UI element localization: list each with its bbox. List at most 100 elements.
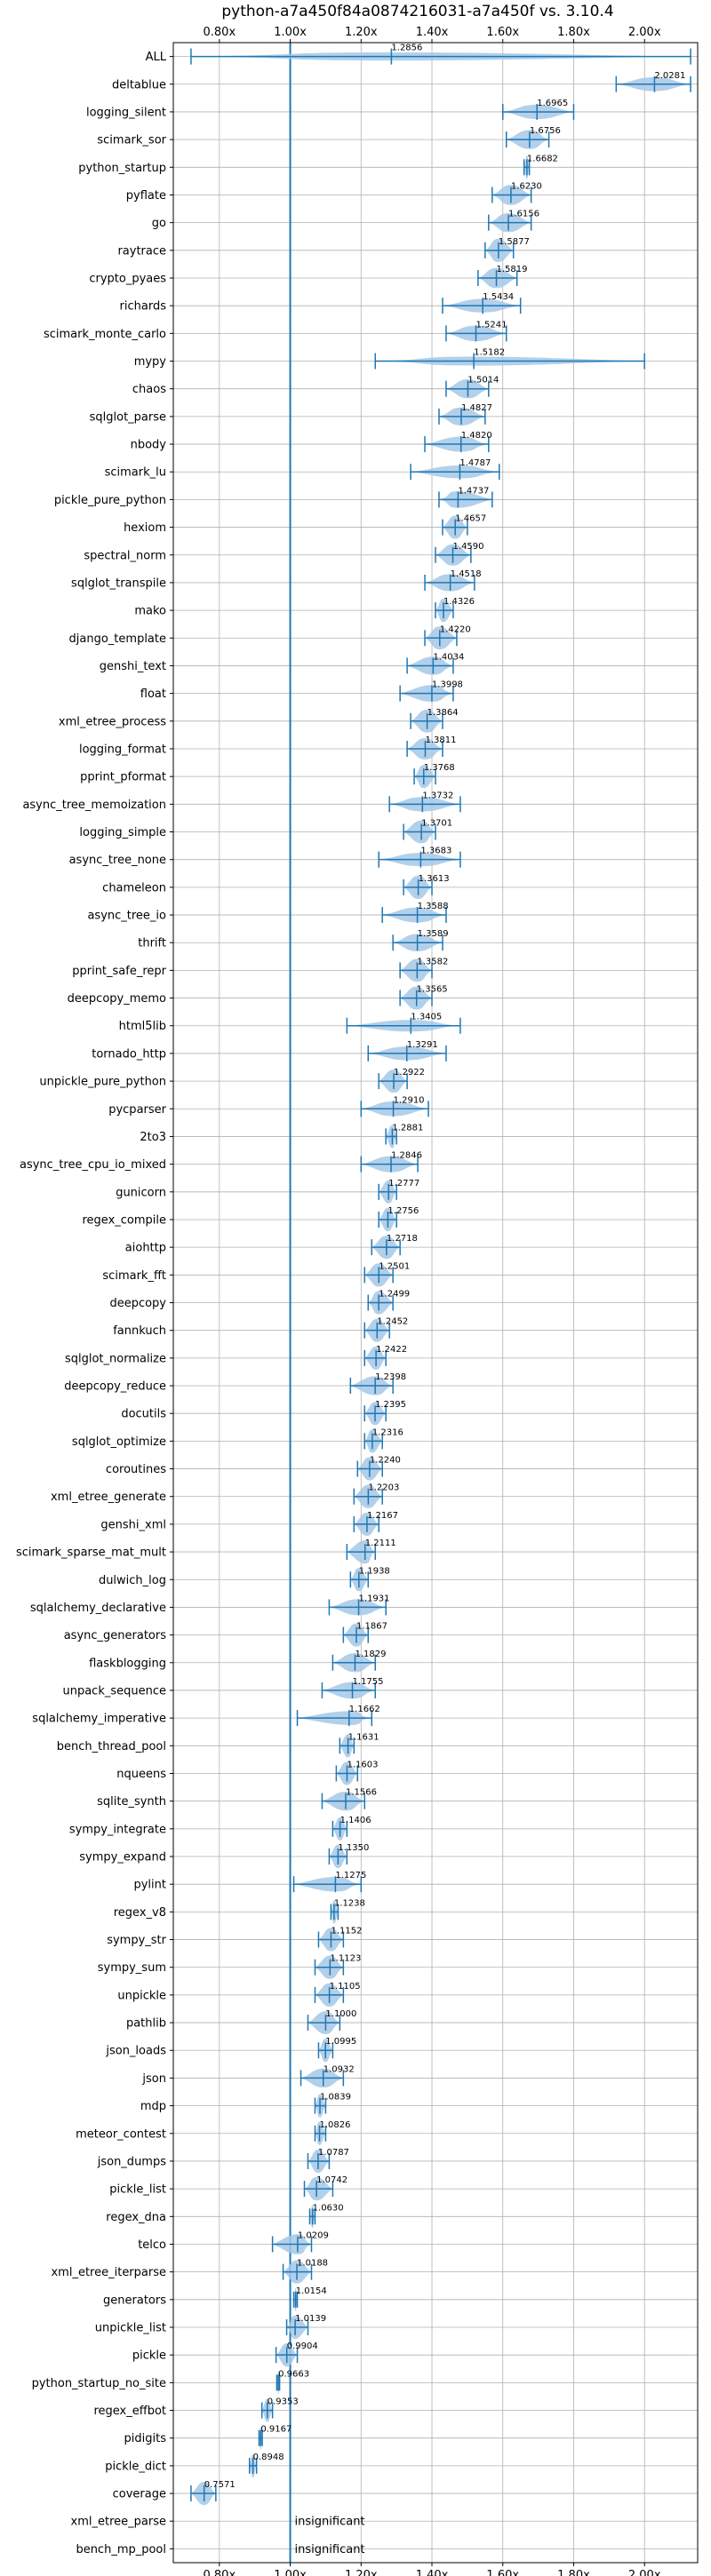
value-label: 1.1000 — [325, 2009, 356, 2019]
value-label: 1.1152 — [331, 1927, 362, 1936]
benchmark-label: xml_etree_process — [59, 715, 166, 728]
value-label: 1.2167 — [367, 1511, 398, 1521]
value-label: 1.4326 — [443, 597, 475, 607]
benchmark-label: crypto_pyaes — [89, 272, 166, 285]
value-label: 1.2499 — [379, 1290, 410, 1300]
value-label: 1.5241 — [475, 320, 507, 330]
x-tick-label-top: 1.20x — [345, 26, 378, 39]
benchmark-label: json_loads — [105, 2045, 166, 2058]
benchmark-label: ALL — [146, 51, 167, 64]
value-label: 1.3582 — [417, 957, 448, 966]
benchmark-label: unpickle — [117, 1989, 166, 2002]
value-label: 1.1238 — [334, 1898, 365, 1908]
x-tick-label-bottom: 1.60x — [486, 2569, 519, 2576]
value-label: 1.0742 — [316, 2175, 348, 2185]
value-label: 1.2452 — [377, 1317, 408, 1327]
benchmark-label: chameleon — [102, 881, 166, 894]
benchmark-label: sympy_sum — [98, 1961, 166, 1975]
benchmark-label: pidigits — [124, 2432, 167, 2445]
x-tick-label-bottom: 2.00x — [628, 2569, 661, 2576]
value-label: 1.5819 — [497, 265, 528, 274]
value-label: 1.0995 — [325, 2037, 356, 2047]
benchmark-label: python_startup — [78, 162, 166, 175]
benchmark-label: sqlglot_transpile — [71, 576, 166, 590]
value-label: 1.2316 — [372, 1427, 403, 1437]
benchmark-label: fannkuch — [113, 1324, 166, 1338]
value-label: 0.9904 — [287, 2341, 318, 2351]
value-label: 1.3864 — [427, 708, 459, 718]
grid-layer — [173, 43, 698, 2563]
benchmark-label: pathlib — [126, 2017, 166, 2031]
benchmark-label: pylint — [133, 1879, 166, 1892]
value-label: 1.1755 — [353, 1677, 384, 1687]
value-label: 1.4827 — [461, 403, 492, 413]
value-label: 1.1275 — [335, 1871, 366, 1880]
benchmark-label: bench_thread_pool — [57, 1740, 166, 1753]
benchmark-label: scimark_lu — [105, 466, 166, 480]
value-label: 1.4657 — [455, 514, 486, 524]
x-tick-label-top: 1.80x — [557, 26, 590, 39]
benchmark-label: pickle_list — [109, 2183, 166, 2197]
value-label: 1.4034 — [433, 652, 464, 662]
benchmark-label: scimark_fft — [102, 1269, 166, 1283]
benchmark-label: go — [152, 217, 166, 230]
value-label: 1.6682 — [527, 154, 558, 163]
value-label: 1.0932 — [324, 2064, 355, 2074]
value-label: 1.3613 — [419, 874, 450, 884]
value-label: 1.3998 — [432, 680, 463, 690]
value-label: 1.6965 — [537, 99, 568, 108]
value-label: 1.1603 — [347, 1760, 378, 1769]
value-label: 1.2718 — [387, 1234, 418, 1244]
value-label: 1.2422 — [376, 1345, 407, 1355]
benchmark-label: xml_etree_parse — [71, 2516, 166, 2529]
benchmark-label: hexiom — [124, 521, 166, 535]
value-label: 1.5434 — [483, 292, 514, 302]
benchmark-label: tornado_http — [92, 1047, 166, 1061]
value-label: 1.0839 — [320, 2093, 351, 2103]
benchmark-label: gunicorn — [116, 1186, 166, 1199]
value-label: 1.3589 — [418, 929, 449, 939]
value-label: 1.1406 — [340, 1816, 371, 1825]
benchmark-label: pprint_pformat — [80, 771, 166, 784]
benchmark-label: logging_format — [79, 743, 166, 756]
value-label: 1.1123 — [330, 1954, 361, 1964]
benchmark-label: deepcopy — [109, 1297, 166, 1310]
plot-frame — [172, 42, 699, 2564]
benchmark-label: sqlalchemy_declarative — [30, 1602, 166, 1615]
benchmark-label: logging_simple — [79, 826, 166, 839]
benchmark-label: pprint_safe_repr — [72, 965, 166, 978]
value-label: 1.0787 — [318, 2148, 349, 2158]
value-label: 1.2856 — [391, 44, 422, 53]
value-label: 1.0154 — [296, 2286, 327, 2296]
value-label: 1.5877 — [499, 237, 530, 247]
value-label: 1.4220 — [440, 624, 471, 634]
value-label: 0.9663 — [278, 2369, 309, 2379]
benchmark-label: deepcopy_reduce — [64, 1380, 166, 1394]
insignificant-label: insignificant — [295, 2516, 365, 2529]
benchmark-label: json — [141, 2072, 166, 2086]
value-label: 1.2240 — [370, 1456, 401, 1466]
benchmark-label: django_template — [69, 632, 166, 646]
benchmark-label: coroutines — [106, 1463, 166, 1476]
benchmark-label: async_tree_memoization — [22, 799, 166, 812]
benchmark-label: meteor_contest — [76, 2127, 166, 2141]
benchmark-label: spectral_norm — [84, 549, 166, 562]
benchmark-label: flaskblogging — [89, 1657, 166, 1670]
value-label: 1.6230 — [511, 181, 542, 191]
value-label: 1.2203 — [368, 1483, 399, 1493]
value-label: 1.0188 — [297, 2259, 328, 2269]
value-label: 1.1105 — [330, 1982, 361, 1992]
value-label: 2.0281 — [654, 71, 685, 81]
benchmark-label: nqueens — [116, 1768, 166, 1781]
benchmark-label: regex_effbot — [93, 2405, 166, 2418]
benchmark-label: coverage — [113, 2488, 166, 2501]
value-label: 1.1631 — [348, 1732, 379, 1742]
benchmark-label: docutils — [121, 1408, 166, 1421]
benchmark-label: sympy_integrate — [69, 1823, 166, 1836]
value-label: 1.1350 — [338, 1843, 369, 1853]
benchmark-label: richards — [120, 300, 167, 314]
benchmark-label: sympy_str — [107, 1934, 166, 1947]
benchmark-label: mdp — [140, 2100, 166, 2113]
value-label: 1.0209 — [298, 2230, 329, 2240]
